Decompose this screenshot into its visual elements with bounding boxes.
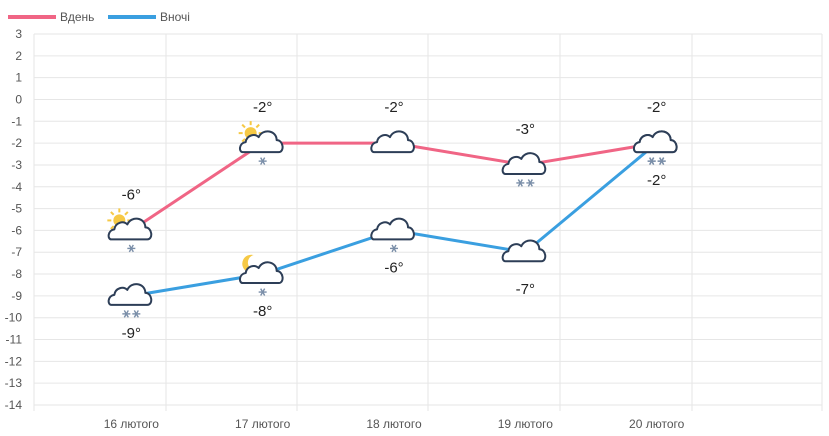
cloud-snow-icon [370, 217, 415, 253]
y-tick-label: -1 [11, 114, 22, 128]
cloud-shape [633, 130, 678, 154]
y-tick-label: -7 [11, 245, 22, 259]
y-tick-label: -14 [5, 398, 23, 412]
data-label-day: -2° [253, 99, 272, 116]
cloud-shape [107, 283, 153, 306]
moon-shape [242, 254, 258, 273]
cloud-shape [501, 239, 547, 263]
sun-ray [124, 211, 129, 216]
sun-ray [241, 123, 246, 129]
sun-cloud-snow-icon [107, 208, 153, 253]
y-tick-label: 2 [15, 49, 22, 63]
data-label-day: -6° [122, 186, 141, 203]
snowflake [133, 310, 139, 318]
cloud-shape [239, 130, 284, 154]
snowflake [649, 157, 655, 165]
y-tick-label: -12 [5, 354, 23, 368]
cloud-snow-icon [633, 130, 678, 165]
data-label-night: -7° [516, 281, 535, 298]
data-label-night: -2° [647, 172, 666, 189]
cloud-snow-icon [501, 152, 547, 187]
y-tick-label: -10 [5, 311, 23, 325]
x-tick-label: 16 лютого [104, 417, 160, 431]
legend-label: Вдень [60, 10, 94, 24]
snowflake [123, 310, 129, 318]
data-label-night: -9° [122, 325, 141, 342]
sun-ray [110, 211, 115, 216]
legend-item-0: Вдень [8, 10, 94, 24]
data-label-day: -3° [516, 121, 535, 138]
y-tick-label: -4 [11, 180, 22, 194]
snowflake [527, 179, 533, 187]
y-tick-label: -8 [11, 267, 22, 281]
moon-cloud-snow-icon [239, 254, 284, 296]
y-tick-label: 0 [15, 92, 22, 106]
snowflake [391, 244, 397, 253]
snowflake [260, 157, 266, 165]
y-tick-label: 3 [15, 27, 22, 41]
sun-cloud-snow-icon [238, 121, 284, 165]
sun-ray [255, 123, 260, 129]
snowflake [659, 157, 665, 165]
chart-legend: Вдень Вночі [8, 10, 190, 24]
chart-axes: 3 2 1 0 -1 -2 -3 -4 -5 -6 -7 -8 -9 -10 -11 -12 -13 -14 16 … [5, 27, 685, 431]
y-tick-label: -5 [11, 202, 22, 216]
snowflake [128, 244, 134, 253]
data-label-day: -2° [384, 99, 403, 116]
y-tick-label: -11 [6, 333, 23, 347]
x-tick-label: 18 лютого [366, 417, 422, 431]
data-label-day: -2° [647, 99, 666, 116]
weather-icons [107, 121, 678, 318]
snowflake [260, 288, 266, 296]
legend-item-1: Вночі [108, 10, 190, 24]
y-tick-label: -3 [11, 158, 22, 172]
sun-ray [241, 138, 246, 143]
cloud-shape [239, 261, 284, 285]
y-tick-label: -6 [11, 223, 22, 237]
y-tick-label: -2 [11, 136, 22, 150]
cloud-icon [501, 239, 547, 263]
x-tick-label: 19 лютого [498, 417, 554, 431]
cloud-shape [370, 130, 415, 154]
y-tick-label: 1 [15, 71, 22, 85]
x-tick-label: 17 лютого [235, 417, 291, 431]
data-label-night: -6° [384, 259, 403, 276]
snowflake [517, 179, 523, 187]
cloud-icon [370, 130, 415, 154]
cloud-shape [107, 217, 153, 241]
data-label-night: -8° [253, 303, 272, 320]
cloud-shape [370, 217, 415, 241]
chart-grid [33, 33, 823, 411]
cloud-shape [501, 152, 547, 175]
legend-label: Вночі [160, 10, 190, 24]
data-labels: -6° -2° -2° -3° -2° -9° -8° -6° -7° -2° [122, 99, 667, 342]
x-tick-label: 20 лютого [629, 417, 685, 431]
y-tick-label: -13 [5, 376, 23, 390]
y-tick-label: -9 [11, 289, 22, 303]
cloud-snow-icon [107, 283, 153, 318]
sun-ray [110, 225, 115, 230]
